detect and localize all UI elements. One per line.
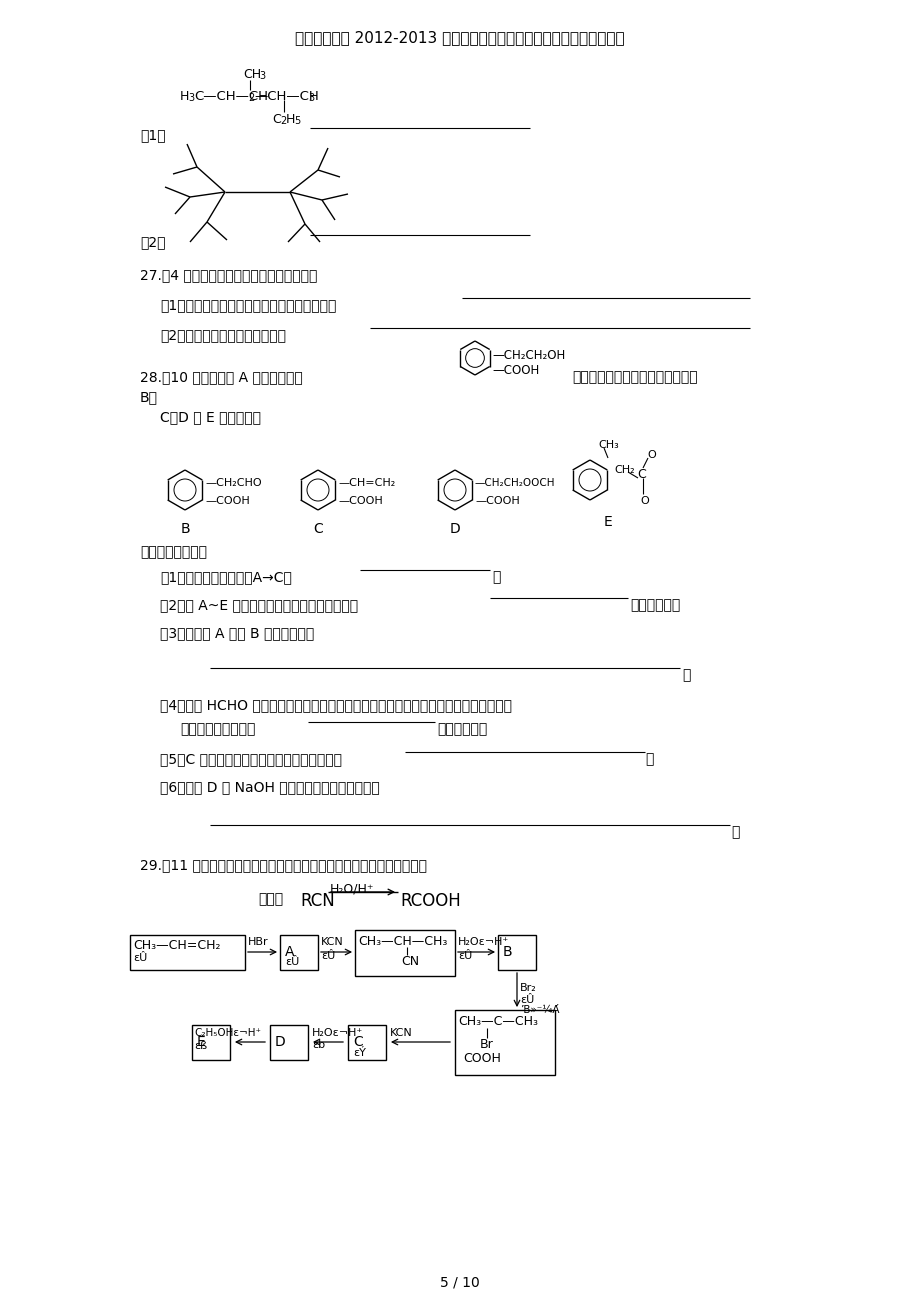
Text: C、D 和 E 四种物质。: C、D 和 E 四种物质。: [160, 410, 261, 424]
Text: 。: 。: [731, 825, 739, 838]
Text: KCN: KCN: [321, 937, 344, 947]
Bar: [269, 1025, 308, 1060]
Text: B: B: [503, 945, 512, 960]
Text: C: C: [353, 1035, 362, 1049]
Text: B: B: [180, 522, 189, 536]
Text: RCOOH: RCOOH: [400, 892, 460, 910]
Text: C: C: [312, 522, 323, 536]
Text: KCN: KCN: [390, 1029, 413, 1038]
Bar: [130, 935, 244, 970]
Text: ’B»⁻¼Á: ’B»⁻¼Á: [519, 1005, 559, 1016]
Text: —CH₂CH₂OH: —CH₂CH₂OH: [492, 349, 564, 362]
Text: H₂Oε¬H⁺: H₂Oε¬H⁺: [458, 937, 509, 947]
Bar: [279, 935, 318, 970]
Text: 。: 。: [681, 668, 689, 682]
Text: （1）指出反应的类型：A→C：: （1）指出反应的类型：A→C：: [160, 570, 291, 585]
Text: （3）写出由 A 生成 B 的化学方程式: （3）写出由 A 生成 B 的化学方程式: [160, 626, 314, 641]
Text: 已知：: 已知：: [257, 892, 283, 906]
Text: 在同一平面的物质是: 在同一平面的物质是: [180, 723, 255, 736]
Text: 。: 。: [492, 570, 500, 585]
Text: 5 / 10: 5 / 10: [439, 1275, 480, 1289]
Text: —COOH: —COOH: [474, 496, 519, 506]
Text: 2: 2: [279, 116, 286, 126]
Text: ，它可通过不同化学反应分别制得: ，它可通过不同化学反应分别制得: [572, 370, 697, 384]
Text: —CH=CH₂: —CH=CH₂: [337, 478, 395, 488]
Text: 3: 3: [187, 92, 194, 103]
Text: RCN: RCN: [300, 892, 335, 910]
Bar: [192, 1025, 230, 1060]
Text: εÛ: εÛ: [285, 957, 299, 967]
Text: CH₃: CH₃: [597, 440, 618, 450]
Text: 28.（10 分）有机物 A 的结构简式为: 28.（10 分）有机物 A 的结构简式为: [140, 370, 302, 384]
Text: 2: 2: [248, 92, 254, 103]
Text: H: H: [180, 90, 189, 103]
Text: εÛ: εÛ: [321, 950, 335, 961]
Bar: [497, 935, 536, 970]
Text: D: D: [449, 522, 460, 536]
Text: εÝ: εÝ: [353, 1048, 366, 1059]
Bar: [455, 1010, 554, 1075]
Text: CH₃—CH=CH₂: CH₃—CH=CH₂: [133, 939, 221, 952]
Text: （填序号）。: （填序号）。: [437, 723, 487, 736]
Bar: [355, 930, 455, 976]
Text: CH₃—C—CH₃: CH₃—C—CH₃: [458, 1016, 538, 1029]
Text: （2）: （2）: [140, 234, 165, 249]
Text: C₂H₅OHε¬H⁺: C₂H₅OHε¬H⁺: [194, 1029, 261, 1038]
Bar: [347, 1025, 386, 1060]
Text: CH₃—CH—CH₃: CH₃—CH—CH₃: [357, 935, 447, 948]
Text: 5: 5: [294, 116, 300, 126]
Text: （6）写出 D 与 NaOH 溶液共热反应的化学方程式: （6）写出 D 与 NaOH 溶液共热反应的化学方程式: [160, 780, 380, 794]
Text: Br₂: Br₂: [519, 983, 536, 993]
Text: C—CH—CH: C—CH—CH: [194, 90, 267, 103]
Text: CN: CN: [401, 954, 419, 967]
Text: 27.（4 分）请写出下列反应的化学方程式：: 27.（4 分）请写出下列反应的化学方程式：: [140, 268, 317, 283]
Text: COOH: COOH: [462, 1052, 500, 1065]
Text: CH₂: CH₂: [613, 465, 634, 475]
Text: （2）在 A~E 五种物质中，互为同分异构体的是: （2）在 A~E 五种物质中，互为同分异构体的是: [160, 598, 357, 612]
Text: O: O: [640, 496, 648, 506]
Text: εÛ: εÛ: [133, 953, 147, 963]
Text: E: E: [197, 1035, 206, 1049]
Text: —COOH: —COOH: [492, 365, 539, 378]
Text: —COOH: —COOH: [205, 496, 249, 506]
Text: CH: CH: [243, 68, 261, 81]
Text: —CH₂CH₂OOCH: —CH₂CH₂OOCH: [474, 478, 555, 488]
Text: E: E: [603, 516, 612, 529]
Text: （2）乙醛和银氨溶液水浴加热：: （2）乙醛和银氨溶液水浴加热：: [160, 328, 286, 342]
Text: —COOH: —COOH: [337, 496, 382, 506]
Text: Br: Br: [480, 1038, 494, 1051]
Text: （5）C 能形成高聚物，该高聚物的结构简式为: （5）C 能形成高聚物，该高聚物的结构简式为: [160, 753, 342, 766]
Text: （填代号）。: （填代号）。: [630, 598, 679, 612]
Text: εÛ: εÛ: [458, 950, 471, 961]
Text: —CH—CH: —CH—CH: [254, 90, 318, 103]
Text: HBr: HBr: [248, 937, 268, 947]
Text: 河北省玉田县 2012-2013 学年高二化学下学期第一次月考试题新人教版: 河北省玉田县 2012-2013 学年高二化学下学期第一次月考试题新人教版: [295, 30, 624, 46]
Text: 。: 。: [644, 753, 652, 766]
Text: —CH₂CHO: —CH₂CHO: [205, 478, 261, 488]
Text: 3: 3: [259, 72, 265, 81]
Text: C: C: [272, 113, 280, 126]
Text: εß: εß: [194, 1042, 207, 1051]
Text: H: H: [286, 113, 295, 126]
Text: （4）已知 HCHO 分子中所有原子都在同一平面内，则在上述分子中所有的原子有可能都: （4）已知 HCHO 分子中所有原子都在同一平面内，则在上述分子中所有的原子有可…: [160, 698, 512, 712]
Text: A: A: [285, 945, 294, 960]
Text: （1）氯乙烷在氢氧化钠水溶液中加热的反应：: （1）氯乙烷在氢氧化钠水溶液中加热的反应：: [160, 298, 336, 312]
Text: H₂O/H⁺: H₂O/H⁺: [330, 881, 374, 894]
Text: D: D: [275, 1035, 286, 1049]
Text: B、: B、: [140, 391, 158, 404]
Text: C: C: [636, 467, 645, 480]
Text: O: O: [646, 450, 655, 460]
Text: εb: εb: [312, 1040, 324, 1049]
Text: （1）: （1）: [140, 128, 165, 142]
Text: H₂Oε¬H⁺: H₂Oε¬H⁺: [312, 1029, 363, 1038]
Text: εÛ: εÛ: [519, 995, 534, 1005]
Text: 请回答下列问题：: 请回答下列问题：: [140, 546, 207, 559]
Text: 3: 3: [308, 92, 313, 103]
Text: 29.（11 分）丙烯是石油化工的重要原料，一定条件下可发生下列转化：: 29.（11 分）丙烯是石油化工的重要原料，一定条件下可发生下列转化：: [140, 858, 426, 872]
